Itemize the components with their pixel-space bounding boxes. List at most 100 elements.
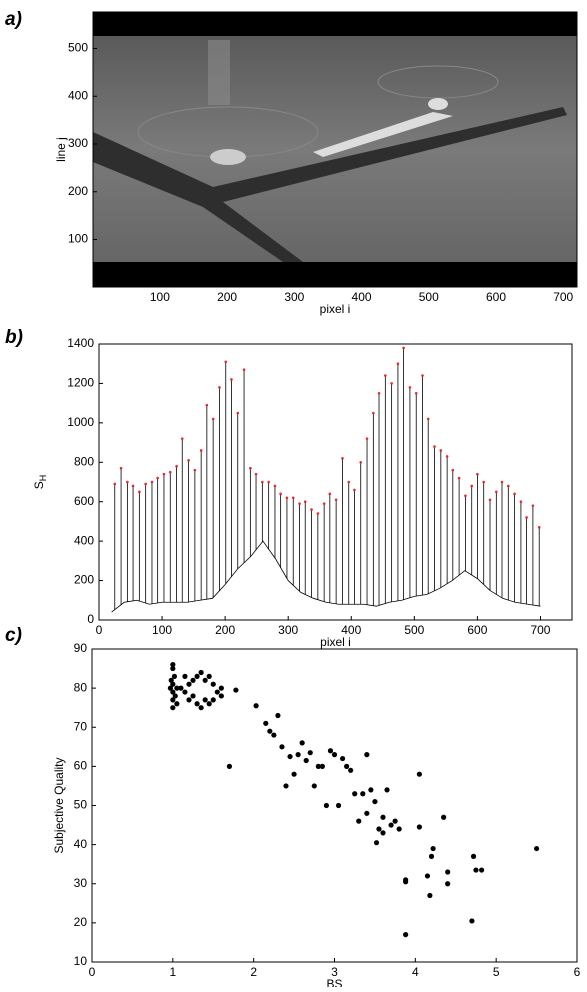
point (373, 840, 380, 846)
panel-label: a) (5, 9, 22, 30)
y-tick-label: 100 (68, 232, 88, 246)
point (356, 818, 362, 824)
point (479, 867, 485, 873)
peak-marker (273, 484, 277, 488)
y-tick-label: 40 (74, 837, 88, 851)
peak-marker (291, 496, 295, 500)
x-axis-label: pixel i (320, 302, 351, 316)
y-tick-label: 600 (74, 494, 94, 508)
point (198, 669, 204, 676)
point (348, 767, 354, 773)
point (335, 802, 342, 809)
point (218, 693, 224, 699)
peak-marker (144, 482, 147, 486)
point (287, 753, 293, 760)
point (339, 755, 346, 762)
point (267, 728, 273, 734)
peak-marker (476, 472, 479, 476)
point (291, 771, 297, 777)
peak-marker (464, 494, 467, 498)
peak-marker (359, 460, 363, 464)
point (364, 752, 370, 758)
peak-marker (156, 476, 159, 480)
x-tick-label: 500 (419, 290, 439, 304)
peak-marker (525, 516, 528, 519)
x-tick-label: 400 (352, 290, 372, 304)
y-tick-label: 1200 (67, 376, 94, 390)
point (167, 685, 174, 691)
peak-marker (316, 512, 320, 515)
y-tick-label: 200 (68, 184, 88, 198)
peak-marker (285, 496, 289, 500)
point (327, 748, 334, 754)
peak-marker (390, 382, 393, 385)
peak-marker (507, 484, 510, 488)
y-axis-label: Subjective Quality (52, 757, 66, 853)
point (352, 791, 358, 797)
peak-marker (242, 368, 246, 371)
peak-marker (426, 417, 430, 421)
peak-marker (457, 476, 461, 480)
peak-marker (199, 449, 203, 452)
peak-marker (230, 378, 233, 381)
peak-marker (328, 492, 332, 496)
peak-marker (138, 490, 141, 494)
peak-marker (261, 480, 264, 484)
peak-marker (218, 386, 221, 389)
x-tick-label: 0 (96, 623, 103, 637)
y-tick-label: 400 (74, 533, 94, 547)
point (376, 826, 382, 832)
peak-marker (488, 498, 492, 502)
peak-marker (347, 480, 351, 484)
point (380, 814, 386, 820)
x-tick-label: 600 (486, 290, 506, 304)
x-tick-label: 500 (404, 623, 424, 637)
y-tick-label: 20 (74, 915, 88, 929)
peak-marker (236, 411, 240, 415)
peak-marker (414, 391, 418, 395)
x-tick-label: 700 (530, 623, 550, 637)
peak-marker (168, 470, 172, 474)
axes-box (92, 11, 578, 288)
peak-marker (119, 466, 123, 470)
x-tick-label: 200 (215, 623, 235, 637)
point (428, 853, 435, 859)
point (174, 685, 180, 691)
point (311, 783, 317, 789)
point (430, 845, 436, 852)
point (533, 845, 540, 852)
point (416, 771, 422, 777)
peak-marker (303, 500, 307, 504)
point (214, 689, 220, 695)
point (210, 681, 216, 687)
point (186, 681, 192, 687)
point (323, 802, 330, 809)
x-tick-label: 100 (152, 623, 172, 637)
point (445, 869, 451, 875)
point (364, 810, 370, 816)
y-axis-label: SH (32, 475, 48, 490)
x-tick-label: 300 (278, 623, 298, 637)
axes-box (98, 343, 573, 621)
point (368, 787, 374, 793)
x-tick-label: 600 (467, 623, 487, 637)
peak-marker (495, 490, 498, 494)
peak-marker (162, 472, 166, 476)
point (271, 732, 277, 738)
peak-marker (224, 360, 228, 364)
peak-marker (279, 492, 282, 496)
point (202, 677, 208, 683)
point (198, 705, 204, 711)
peak-marker (254, 472, 258, 476)
point (360, 791, 366, 797)
x-axis-label: BS (326, 977, 342, 987)
point (283, 783, 289, 789)
point (441, 814, 447, 820)
point (403, 932, 409, 938)
point (275, 712, 281, 719)
point (182, 689, 188, 695)
point (174, 701, 180, 707)
peak-marker (187, 459, 190, 462)
x-tick-label: 300 (284, 290, 304, 304)
